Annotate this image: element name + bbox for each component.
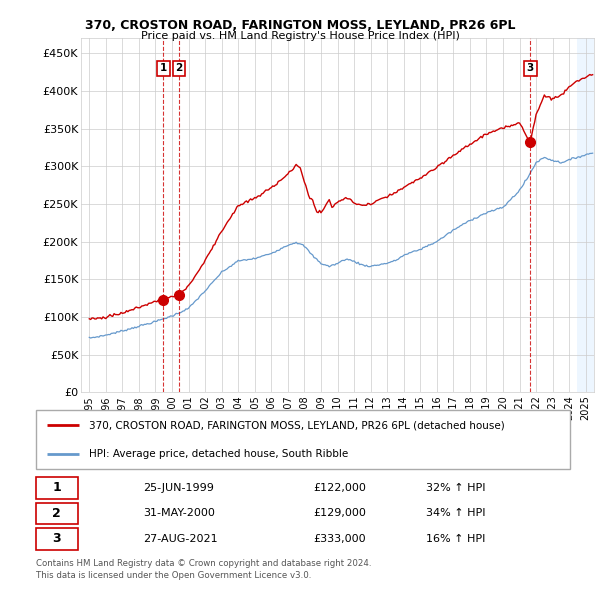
Text: 2: 2 xyxy=(52,507,61,520)
FancyBboxPatch shape xyxy=(36,477,77,499)
Text: £129,000: £129,000 xyxy=(314,509,367,519)
Text: 34% ↑ HPI: 34% ↑ HPI xyxy=(426,509,485,519)
Text: 25-JUN-1999: 25-JUN-1999 xyxy=(143,483,214,493)
Text: 2: 2 xyxy=(175,64,182,74)
FancyBboxPatch shape xyxy=(36,410,570,469)
Text: 31-MAY-2000: 31-MAY-2000 xyxy=(143,509,215,519)
Text: £122,000: £122,000 xyxy=(314,483,367,493)
FancyBboxPatch shape xyxy=(36,528,77,550)
Text: HPI: Average price, detached house, South Ribble: HPI: Average price, detached house, Sout… xyxy=(89,449,349,458)
Bar xyxy=(577,38,594,392)
Text: 1: 1 xyxy=(52,481,61,494)
Text: 32% ↑ HPI: 32% ↑ HPI xyxy=(426,483,485,493)
Text: 16% ↑ HPI: 16% ↑ HPI xyxy=(426,534,485,544)
FancyBboxPatch shape xyxy=(36,503,77,524)
Text: 27-AUG-2021: 27-AUG-2021 xyxy=(143,534,217,544)
Text: 370, CROSTON ROAD, FARINGTON MOSS, LEYLAND, PR26 6PL (detached house): 370, CROSTON ROAD, FARINGTON MOSS, LEYLA… xyxy=(89,421,505,430)
Text: Contains HM Land Registry data © Crown copyright and database right 2024.: Contains HM Land Registry data © Crown c… xyxy=(36,559,371,568)
Text: 3: 3 xyxy=(53,532,61,545)
Text: £333,000: £333,000 xyxy=(314,534,367,544)
Text: Price paid vs. HM Land Registry's House Price Index (HPI): Price paid vs. HM Land Registry's House … xyxy=(140,31,460,41)
Text: 1: 1 xyxy=(160,64,167,74)
Text: This data is licensed under the Open Government Licence v3.0.: This data is licensed under the Open Gov… xyxy=(36,571,311,579)
Text: 3: 3 xyxy=(527,64,534,74)
Text: 370, CROSTON ROAD, FARINGTON MOSS, LEYLAND, PR26 6PL: 370, CROSTON ROAD, FARINGTON MOSS, LEYLA… xyxy=(85,19,515,32)
